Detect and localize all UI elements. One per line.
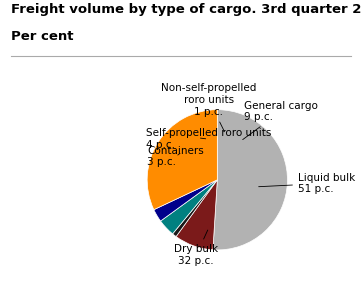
Text: Freight volume by type of cargo. 3rd quarter 2007.: Freight volume by type of cargo. 3rd qua… [11,3,362,16]
Text: Liquid bulk
51 p.c.: Liquid bulk 51 p.c. [259,172,355,194]
Wedge shape [154,180,217,221]
Wedge shape [173,180,217,237]
Text: Dry bulk
32 p.c.: Dry bulk 32 p.c. [174,230,218,266]
Text: Containers
3 p.c.: Containers 3 p.c. [147,146,204,168]
Text: Per cent: Per cent [11,30,73,43]
Text: Self-propelled roro units
4 p.c.: Self-propelled roro units 4 p.c. [146,128,271,150]
Text: Non-self-propelled
roro units
1 p.c.: Non-self-propelled roro units 1 p.c. [161,84,257,132]
Wedge shape [213,110,287,250]
Text: General cargo
9 p.c.: General cargo 9 p.c. [243,101,318,140]
Wedge shape [161,180,217,234]
Wedge shape [176,180,217,250]
Wedge shape [147,110,217,210]
